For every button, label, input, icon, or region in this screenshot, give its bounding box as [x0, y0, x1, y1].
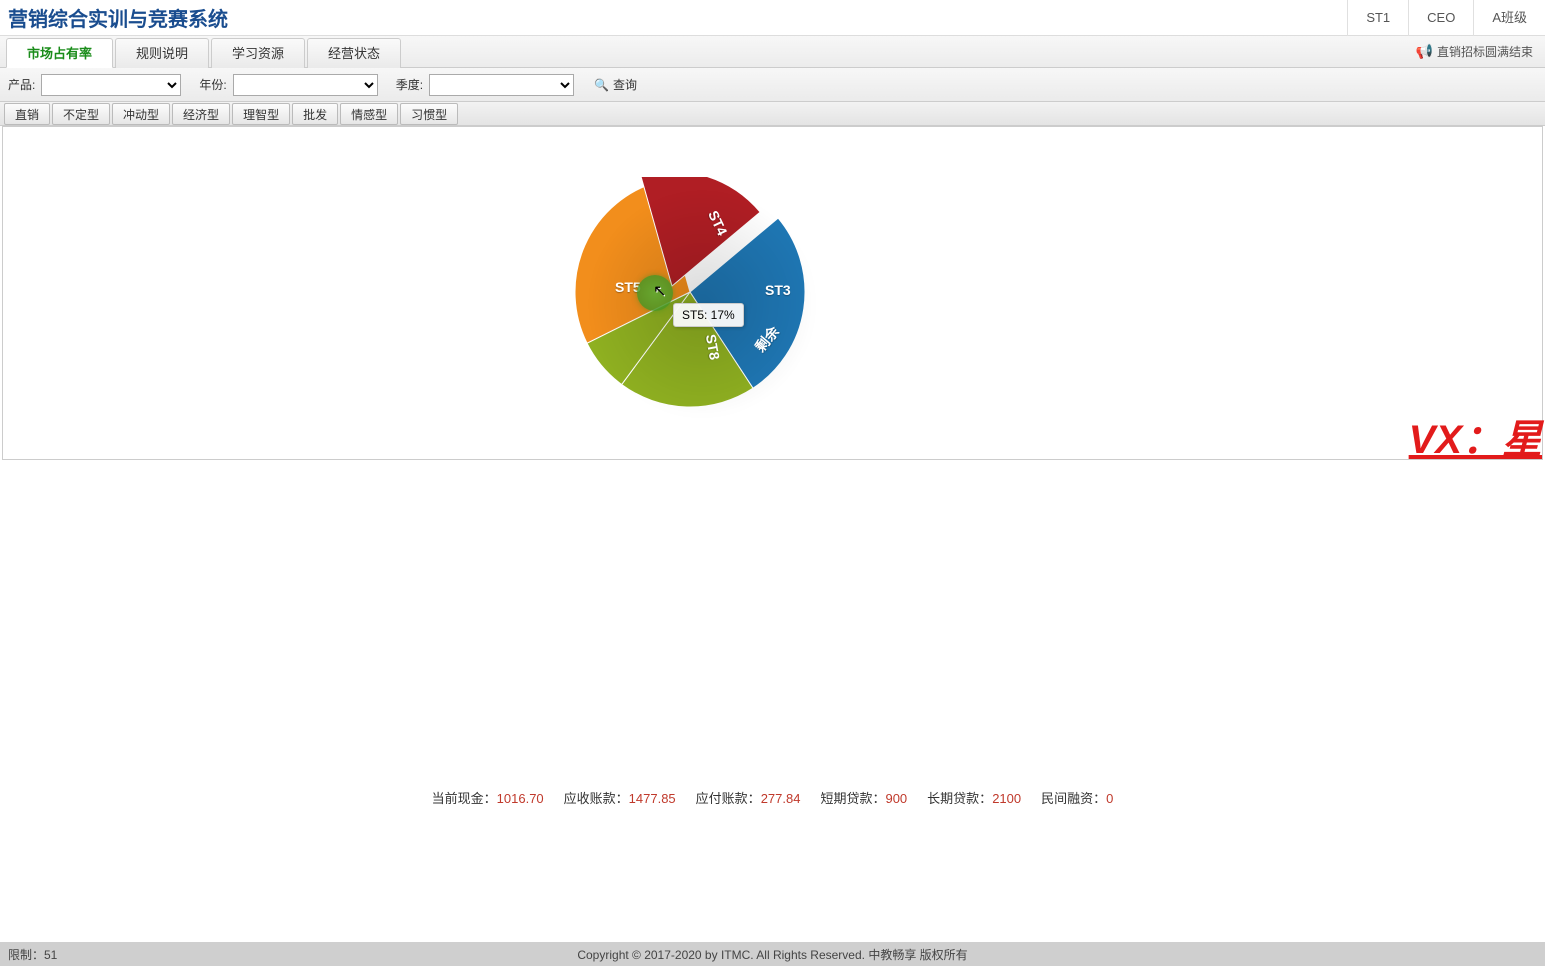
chart-area: ST4ST3剩余ST8ST5 ↖ ST5: 17% VX：星 [2, 126, 1543, 460]
top-right-class[interactable]: A班级 [1473, 0, 1545, 36]
footer-copyright: Copyright © 2017-2020 by ITMC. All Right… [577, 946, 967, 963]
top-right-ceo[interactable]: CEO [1408, 0, 1473, 36]
status-item-2: 应付账款：277.84 [696, 788, 801, 810]
type-btn-1[interactable]: 不定型 [52, 103, 110, 125]
vx-overlay-text: VX：星 [1409, 407, 1542, 465]
footer-left: 限制：51 [8, 946, 57, 963]
pie-tooltip: ST5: 17% [673, 303, 744, 327]
slice-label-ST3: ST3 [765, 282, 791, 298]
top-right-group: ST1 CEO A班级 [1347, 0, 1545, 36]
pie-chart[interactable]: ST4ST3剩余ST8ST5 ↖ ST5: 17% [575, 177, 855, 437]
cursor-arrow-icon: ↖ [653, 281, 666, 301]
tab-1[interactable]: 规则说明 [115, 38, 209, 68]
type-btn-6[interactable]: 情感型 [340, 103, 398, 125]
type-btn-0[interactable]: 直销 [4, 103, 50, 125]
product-label: 产品: [8, 76, 35, 93]
filter-bar: 产品: 年份: 季度: 🔍 查询 [0, 68, 1545, 102]
product-select[interactable] [41, 74, 181, 96]
top-bar: 营销综合实训与竞赛系统 ST1 CEO A班级 [0, 0, 1545, 36]
status-item-4: 长期贷款：2100 [927, 788, 1021, 810]
tab-0[interactable]: 市场占有率 [6, 38, 113, 68]
tab-bar: 市场占有率规则说明学习资源经营状态 📢 直销招标圆满结束 [0, 36, 1545, 68]
year-select[interactable] [233, 74, 378, 96]
type-bar: 直销不定型冲动型经济型理智型批发情感型习惯型 [0, 102, 1545, 126]
app-title: 营销综合实训与竞赛系统 [8, 3, 228, 32]
year-label: 年份: [199, 76, 226, 93]
status-item-0: 当前现金：1016.70 [432, 788, 544, 810]
status-item-3: 短期贷款：900 [820, 788, 907, 810]
quarter-label: 季度: [396, 76, 423, 93]
tab-3[interactable]: 经营状态 [307, 38, 401, 68]
status-bar: 当前现金：1016.70 应收账款：1477.85 应付账款：277.84 短期贷款：… [0, 788, 1545, 810]
query-label: 查询 [613, 76, 637, 93]
top-right-st1[interactable]: ST1 [1347, 0, 1408, 36]
footer-bar: 限制：51 Copyright © 2017-2020 by ITMC. All… [0, 942, 1545, 966]
notice: 📢 直销招标圆满结束 [1416, 35, 1545, 67]
type-btn-7[interactable]: 习惯型 [400, 103, 458, 125]
type-btn-2[interactable]: 冲动型 [112, 103, 170, 125]
status-item-1: 应收账款：1477.85 [564, 788, 676, 810]
type-btn-4[interactable]: 理智型 [232, 103, 290, 125]
tab-2[interactable]: 学习资源 [211, 38, 305, 68]
notice-text: 直销招标圆满结束 [1437, 43, 1533, 60]
search-icon: 🔍 [594, 78, 609, 92]
status-item-5: 民间融资：0 [1041, 788, 1113, 810]
type-btn-3[interactable]: 经济型 [172, 103, 230, 125]
quarter-select[interactable] [429, 74, 574, 96]
type-btn-5[interactable]: 批发 [292, 103, 338, 125]
query-button[interactable]: 🔍 查询 [588, 74, 643, 95]
megaphone-icon: 📢 [1416, 43, 1433, 60]
